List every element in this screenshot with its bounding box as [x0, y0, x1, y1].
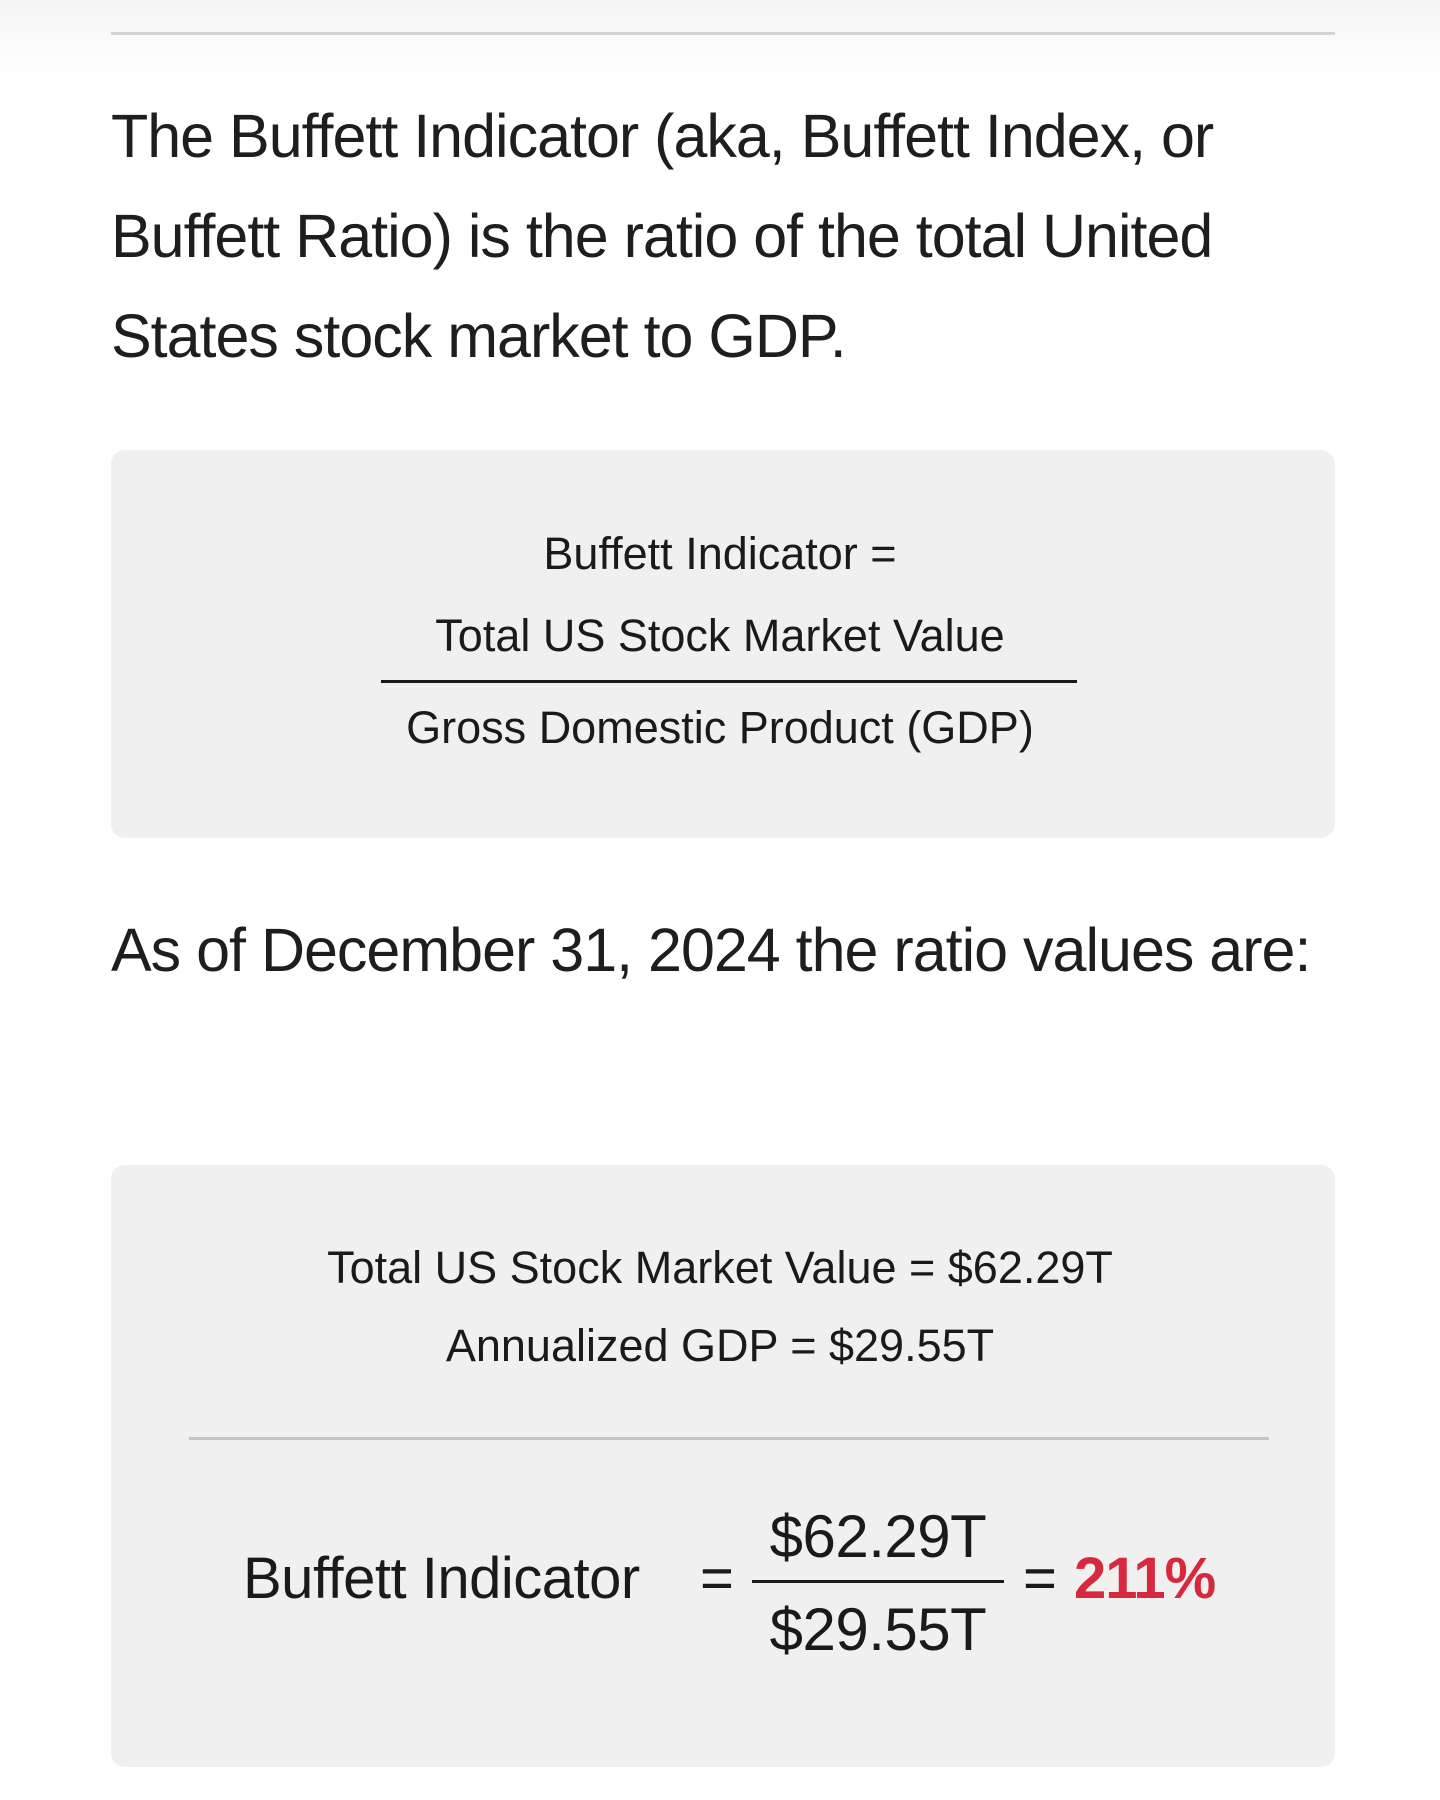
top-divider: [111, 32, 1335, 35]
formula-card: [111, 450, 1335, 838]
calc-numerator: $62.29T: [769, 1503, 987, 1570]
calc-result: 211%: [1074, 1546, 1216, 1611]
top-shadow: [0, 0, 1440, 80]
intro-paragraph: The Buffett Indicator (aka, Buffett Inde…: [111, 102, 1214, 370]
as-of-paragraph: As of December 31, 2024 the ratio values…: [111, 916, 1311, 984]
values-divider: [189, 1437, 1269, 1440]
calc-fraction-bar: [752, 1580, 1004, 1583]
market-value-line: Total US Stock Market Value = $62.29T: [327, 1242, 1113, 1293]
calc-equals-sign: =: [700, 1546, 734, 1611]
values-card: [111, 1165, 1335, 1767]
formula-fraction-bar: [381, 680, 1077, 683]
formula-denominator: Gross Domestic Product (GDP): [406, 702, 1034, 753]
formula-lhs: Buffett Indicator =: [543, 528, 897, 579]
formula-numerator: Total US Stock Market Value: [435, 610, 1005, 661]
calc-label: Buffett Indicator: [243, 1546, 640, 1611]
calc-result-equals-sign: =: [1023, 1546, 1057, 1611]
calc-denominator: $29.55T: [769, 1596, 987, 1663]
gdp-line: Annualized GDP = $29.55T: [445, 1320, 995, 1371]
